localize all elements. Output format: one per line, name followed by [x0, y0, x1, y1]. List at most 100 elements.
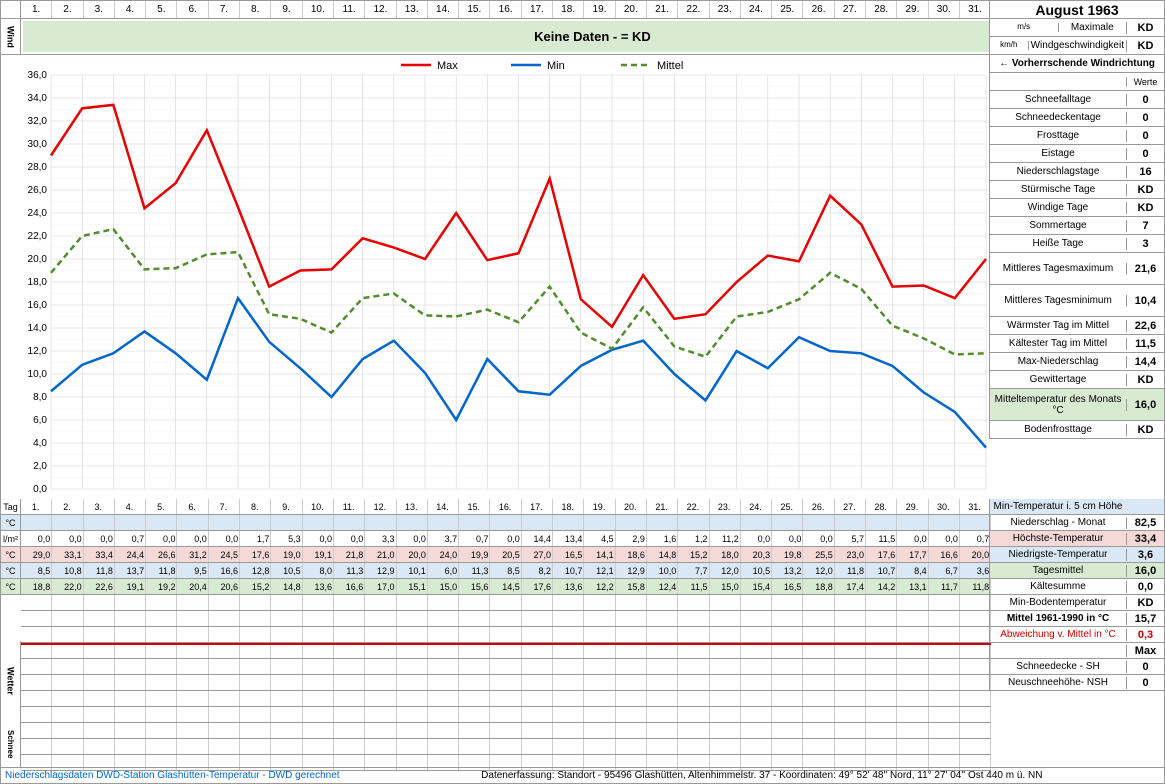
day-header: 20. — [616, 1, 647, 18]
stat-row: Wärmster Tag im Mittel22,6 — [990, 317, 1164, 335]
data-row: °C18,822,022,619,119,220,420,615,214,813… — [1, 579, 991, 595]
day-header: 3. — [84, 1, 115, 18]
day-header: 9. — [271, 1, 302, 18]
summary-row: Höchste-Temperatur33,4 — [989, 531, 1164, 547]
day-header: 15. — [459, 1, 490, 18]
stat-row: Stürmische TageKD — [990, 181, 1164, 199]
day-header: 19. — [584, 1, 615, 18]
footer-location: Datenerfassung: Standort - 95496 Glashüt… — [340, 770, 1164, 781]
stat-row: Heiße Tage3 — [990, 235, 1164, 253]
stat-row: Mittleres Tagesmaximum21,6 — [990, 253, 1164, 285]
wind-stat-row: m/sMaximaleKD — [990, 19, 1164, 37]
month-title: August 1963 — [990, 1, 1164, 19]
wind-label — [1, 1, 21, 18]
werte-row: Werte — [990, 73, 1164, 91]
svg-text:Min: Min — [547, 60, 565, 72]
svg-text:30,0: 30,0 — [28, 139, 48, 150]
day-header: 22. — [678, 1, 709, 18]
day-header: 25. — [772, 1, 803, 18]
day-header: 30. — [929, 1, 960, 18]
footer: Niederschlagsdaten DWD-Station Glashütte… — [1, 767, 1164, 783]
day-header: 6. — [177, 1, 208, 18]
day-header: 21. — [647, 1, 678, 18]
day-header: 28. — [866, 1, 897, 18]
svg-text:24,0: 24,0 — [28, 208, 48, 219]
summary-row: Max — [989, 643, 1164, 659]
stat-row: GewittertageKD — [990, 371, 1164, 389]
day-header: 1. — [21, 1, 52, 18]
svg-text:8,0: 8,0 — [33, 392, 47, 403]
day-header: 10. — [303, 1, 334, 18]
stat-row: Niederschlagstage16 — [990, 163, 1164, 181]
stat-row: BodenfrosttageKD — [990, 421, 1164, 439]
svg-text:14,0: 14,0 — [28, 323, 48, 334]
svg-text:22,0: 22,0 — [28, 231, 48, 242]
data-row: °C8,510,811,813,711,89,516,612,810,58,01… — [1, 563, 991, 579]
svg-text:18,0: 18,0 — [28, 277, 48, 288]
stat-row: Eistage0 — [990, 145, 1164, 163]
day-header: 2. — [52, 1, 83, 18]
summary-row: Kältesumme0,0 — [989, 579, 1164, 595]
stat-row: Frosttage0 — [990, 127, 1164, 145]
stat-row: Kältester Tag im Mittel11,5 — [990, 335, 1164, 353]
svg-text:12,0: 12,0 — [28, 346, 48, 357]
summary-row: Min-Temperatur i. 5 cm Höhe — [989, 499, 1164, 515]
day-header: 29. — [897, 1, 928, 18]
wind-stat-row: km/hWindgeschwindigkeitKD — [990, 37, 1164, 55]
summary-row: Schneedecke - SH0 — [989, 659, 1164, 675]
svg-text:4,0: 4,0 — [33, 438, 47, 449]
empty-grid — [21, 595, 991, 771]
svg-text:26,0: 26,0 — [28, 185, 48, 196]
footer-source: Niederschlagsdaten DWD-Station Glashütte… — [1, 770, 340, 781]
data-row: °C29,033,133,424,426,631,224,517,619,019… — [1, 547, 991, 563]
summary-row: Niedrigste-Temperatur3,6 — [989, 547, 1164, 563]
day-header: 7. — [209, 1, 240, 18]
svg-text:0,0: 0,0 — [33, 484, 47, 495]
summary-row: Niederschlag - Monat82,5 — [989, 515, 1164, 531]
side-summary: Min-Temperatur i. 5 cm HöheNiederschlag … — [989, 499, 1164, 691]
stat-row: Sommertage7 — [990, 217, 1164, 235]
day-header: 23. — [710, 1, 741, 18]
data-row: Tag1.2.3.4.5.6.7.8.9.10.11.12.13.14.15.1… — [1, 499, 991, 515]
svg-text:Mittel: Mittel — [657, 60, 683, 72]
svg-text:16,0: 16,0 — [28, 300, 48, 311]
svg-text:28,0: 28,0 — [28, 162, 48, 173]
stat-row: Schneefalltage0 — [990, 91, 1164, 109]
day-header: 8. — [240, 1, 271, 18]
day-header: 13. — [397, 1, 428, 18]
svg-text:6,0: 6,0 — [33, 415, 47, 426]
summary-row: Neuschneehöhe- NSH0 — [989, 675, 1164, 691]
day-header: 18. — [553, 1, 584, 18]
summary-row: Mittel 1961-1990 in °C15,7 — [989, 611, 1164, 627]
day-header: 12. — [365, 1, 396, 18]
wind-axis-label: Wind — [1, 19, 21, 54]
day-header: 14. — [428, 1, 459, 18]
day-header: 17. — [522, 1, 553, 18]
day-header: 4. — [115, 1, 146, 18]
right-panel: August 1963 m/sMaximaleKDkm/hWindgeschwi… — [989, 1, 1164, 439]
stat-row: Windige TageKD — [990, 199, 1164, 217]
svg-text:32,0: 32,0 — [28, 116, 48, 127]
data-row: l/m²0,00,00,00,70,00,00,01,75,30,00,03,3… — [1, 531, 991, 547]
svg-text:10,0: 10,0 — [28, 369, 48, 380]
svg-text:20,0: 20,0 — [28, 254, 48, 265]
summary-row: Tagesmittel16,0 — [989, 563, 1164, 579]
day-header: 26. — [803, 1, 834, 18]
day-header: 16. — [490, 1, 521, 18]
day-header: 24. — [741, 1, 772, 18]
stat-row: Mittleres Tagesminimum10,4 — [990, 285, 1164, 317]
day-header: 27. — [835, 1, 866, 18]
day-header: 5. — [146, 1, 177, 18]
svg-text:Max: Max — [437, 60, 458, 72]
day-header: 11. — [334, 1, 365, 18]
wind-direction-row: ← Vorherrschende Windrichtung — [990, 55, 1164, 73]
svg-text:36,0: 36,0 — [28, 70, 48, 81]
schnee-label: Schnee — [1, 721, 21, 767]
stat-row: Mitteltemperatur des Monats °C16,0 — [990, 389, 1164, 421]
weather-report: 1.2.3.4.5.6.7.8.9.10.11.12.13.14.15.16.1… — [0, 0, 1165, 784]
summary-row: Abweichung v. Mittel in °C0,3 — [989, 627, 1164, 643]
svg-text:34,0: 34,0 — [28, 93, 48, 104]
data-table: Tag1.2.3.4.5.6.7.8.9.10.11.12.13.14.15.1… — [1, 499, 991, 595]
summary-row: Min-BodentemperaturKD — [989, 595, 1164, 611]
stat-row: Schneedeckentage0 — [990, 109, 1164, 127]
